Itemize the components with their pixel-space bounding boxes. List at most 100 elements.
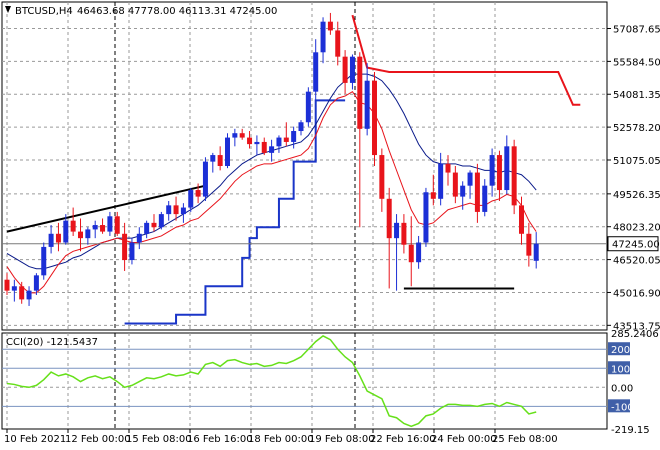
candle-body <box>247 137 253 145</box>
candle-body <box>379 155 385 199</box>
time-tick-label: 19 Feb 08:00 <box>309 434 375 445</box>
candle-body <box>349 56 355 83</box>
cci-level-box <box>608 399 630 413</box>
cci-level-box <box>608 342 630 356</box>
candle-body <box>166 205 172 215</box>
candle-body <box>496 155 502 191</box>
grid-layer <box>2 2 607 429</box>
candle-body <box>372 80 377 156</box>
candle-layer <box>4 12 539 306</box>
candle-body <box>100 225 106 232</box>
price-tick-label: 45016.90 <box>613 288 660 299</box>
candle-body <box>210 155 216 162</box>
candle-body <box>298 122 304 132</box>
candle-body <box>254 141 260 145</box>
candle-body <box>70 220 76 232</box>
candle-body <box>173 205 179 215</box>
candle-body <box>430 192 436 199</box>
cci-tick-label: 0.00 <box>611 383 633 394</box>
candle-body <box>416 242 422 263</box>
cci-layer <box>2 335 607 428</box>
time-tick-label: 25 Feb 08:00 <box>492 434 558 445</box>
time-tick-label: 15 Feb 08:00 <box>126 434 192 445</box>
candle-body <box>19 286 25 300</box>
candle-body <box>33 275 39 291</box>
symbol-triangle-icon <box>5 6 11 13</box>
candle-body <box>474 172 480 212</box>
candle-body <box>342 56 348 83</box>
price-tick-label: 46520.05 <box>613 256 660 267</box>
time-tick-label: 16 Feb 16:00 <box>187 434 253 445</box>
chart-header: BTCUSD,H4 46463.68 47778.00 46113.31 472… <box>5 6 277 17</box>
candle-body <box>504 146 510 191</box>
candle-body <box>482 185 488 212</box>
time-tick-label: 10 Feb 2021 <box>4 434 66 445</box>
resistance-line <box>351 14 581 106</box>
cci-line <box>6 335 537 428</box>
candle-body <box>276 137 282 147</box>
candle-body <box>63 220 69 243</box>
candle-body <box>423 192 429 243</box>
cci-tick-label: -100 <box>611 402 634 413</box>
candle-body <box>261 141 267 153</box>
candle-body <box>283 137 289 142</box>
candle-body <box>313 52 319 92</box>
candle-body <box>445 163 451 173</box>
current-price-box <box>607 236 659 252</box>
candle-body <box>239 133 245 138</box>
candle-body <box>180 207 186 215</box>
candle-body <box>92 225 98 230</box>
candle-body <box>4 279 10 291</box>
candle-body <box>460 185 466 197</box>
candle-body <box>335 30 341 57</box>
candle-body <box>408 244 414 263</box>
candle-body <box>519 205 524 234</box>
moving-average-fast <box>6 90 537 294</box>
candle-body <box>122 233 128 261</box>
candle-body <box>78 231 83 239</box>
ascending-trendline <box>6 184 206 233</box>
candle-body <box>85 229 91 239</box>
candle-body <box>467 172 473 186</box>
candle-body <box>327 21 333 31</box>
cci-tick-label: 285.2406 <box>611 329 659 340</box>
candle-body <box>438 163 444 199</box>
candle-body <box>511 146 517 206</box>
price-tick-label: 54081.35 <box>613 90 660 101</box>
price-tick-label: 49526.35 <box>613 190 660 201</box>
candle-body <box>11 286 17 291</box>
candle-body <box>232 133 238 138</box>
candle-body <box>217 155 223 166</box>
cci-tick-label: 100 <box>611 364 630 375</box>
chart-ohlc: 46463.68 47778.00 46113.31 47245.00 <box>77 6 277 17</box>
price-tick-label: 52578.20 <box>613 123 660 134</box>
candle-body <box>526 233 532 256</box>
time-tick-label: 24 Feb 00:00 <box>431 434 497 445</box>
candle-body <box>129 242 135 261</box>
candle-body <box>269 146 275 153</box>
candle-body <box>401 222 407 245</box>
candle-body <box>357 56 363 129</box>
candle-body <box>195 190 201 197</box>
candle-body <box>48 233 54 247</box>
chart-symbol: BTCUSD,H4 <box>15 6 73 17</box>
candle-body <box>144 222 150 234</box>
current-price-label: 47245.00 <box>612 240 660 251</box>
time-tick-label: 22 Feb 16:00 <box>370 434 436 445</box>
candle-body <box>394 222 400 239</box>
candle-body <box>364 80 370 129</box>
cci-title: CCI(20) -121.5437 <box>6 337 98 348</box>
candle-body <box>386 198 392 239</box>
price-tick-label: 57087.65 <box>613 25 660 36</box>
candle-body <box>136 233 142 243</box>
candle-body <box>202 161 208 197</box>
candle-body <box>305 91 311 123</box>
candle-body <box>26 290 32 300</box>
candle-body <box>158 214 164 228</box>
candle-body <box>489 155 495 186</box>
price-tick-label: 51075.05 <box>613 156 660 167</box>
candle-body <box>291 131 297 142</box>
candle-body <box>320 21 326 53</box>
